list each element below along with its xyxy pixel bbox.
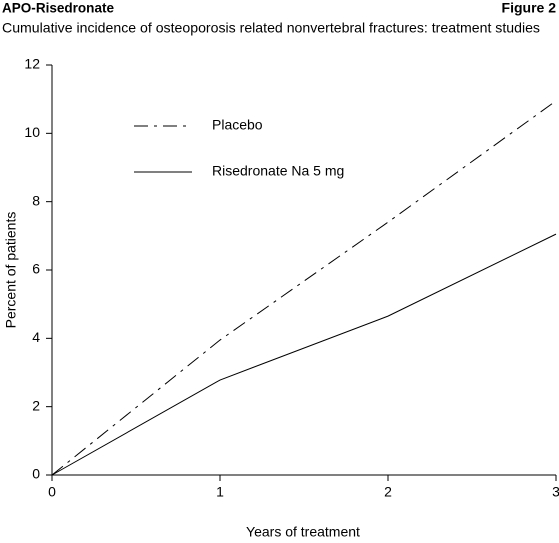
chart-title: Cumulative incidence of osteoporosis rel… — [2, 20, 540, 36]
legend-label: Risedronate Na 5 mg — [212, 163, 344, 179]
y-tick-label: 2 — [32, 397, 40, 413]
figure-label: Figure 2 — [502, 0, 557, 16]
x-tick-label: 1 — [216, 484, 224, 500]
x-tick-label: 0 — [48, 484, 56, 500]
y-tick-label: 10 — [24, 124, 40, 140]
y-tick-label: 0 — [32, 466, 40, 482]
y-tick-label: 6 — [32, 261, 40, 277]
y-axis-label: Percent of patients — [3, 212, 19, 329]
series-line — [51, 233, 557, 476]
y-tick-label: 8 — [32, 192, 40, 208]
legend-label: Placebo — [212, 117, 263, 133]
y-tick-label: 12 — [24, 56, 40, 72]
y-tick-label: 4 — [32, 329, 40, 345]
x-tick-label: 3 — [552, 484, 559, 500]
x-tick-label: 2 — [384, 484, 392, 500]
series-line — [51, 100, 557, 476]
header: APO-Risedronate — [2, 0, 114, 16]
x-axis-label: Years of treatment — [246, 524, 360, 540]
